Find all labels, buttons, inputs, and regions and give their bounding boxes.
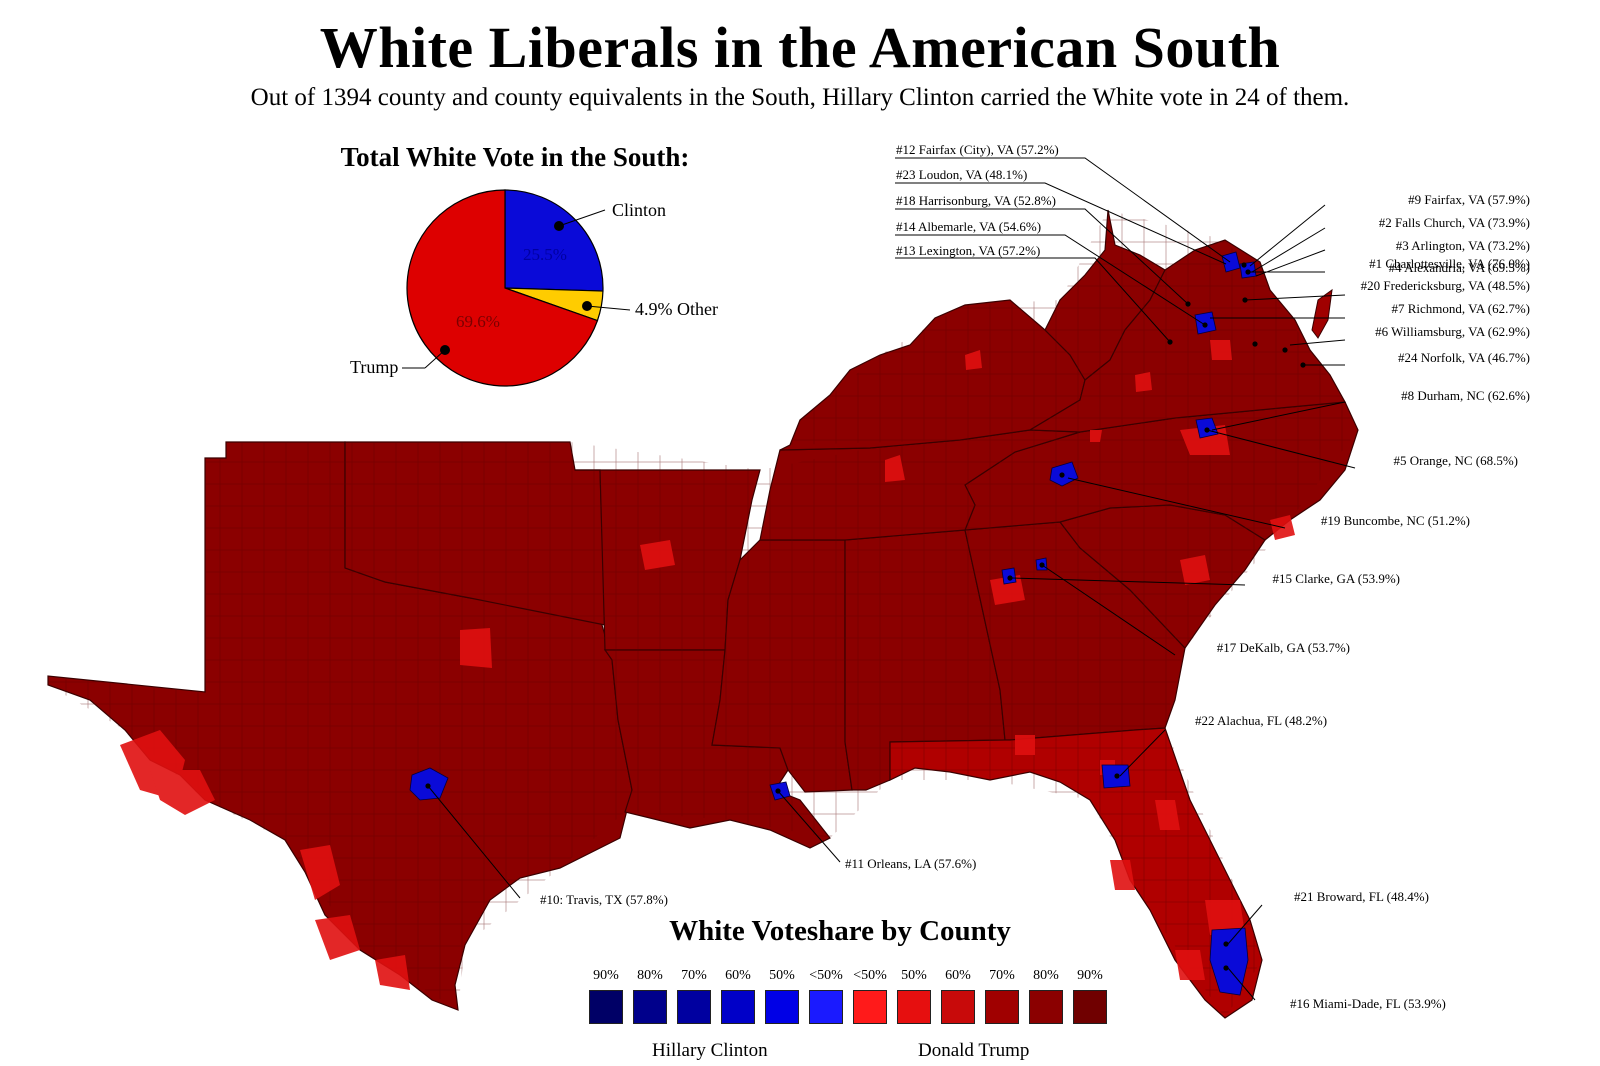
label-24: #24 Norfolk, VA (46.7%) — [1398, 350, 1530, 365]
county-miami-dade-broward — [1209, 927, 1249, 996]
label-16: #16 Miami-Dade, FL (53.9%) — [1290, 996, 1446, 1011]
label-23: #23 Loudon, VA (48.1%) — [896, 167, 1027, 182]
pie-trump-label: Trump — [350, 357, 398, 377]
legend-swatch — [985, 990, 1019, 1024]
state-virginia-eastern-shore — [1311, 288, 1333, 339]
label-8: #8 Durham, NC (62.6%) — [1401, 388, 1530, 403]
label-1: #1 Charlottesville, VA (76.0%) — [1369, 256, 1530, 271]
legend-clinton-label: Hillary Clinton — [652, 1040, 768, 1061]
legend-swatch-label: 90% — [1077, 968, 1103, 983]
label-11: #11 Orleans, LA (57.6%) — [845, 856, 976, 871]
legend-swatch-label: <50% — [809, 968, 843, 983]
legend-swatch — [1029, 990, 1063, 1024]
legend-swatch — [677, 990, 711, 1024]
legend-swatch-label: 80% — [1033, 968, 1059, 983]
legend-title: White Voteshare by County — [669, 915, 1011, 947]
legend-swatch-label: 60% — [945, 968, 971, 983]
label-17: #17 DeKalb, GA (53.7%) — [1217, 640, 1350, 655]
page-subtitle: Out of 1394 county and county equivalent… — [250, 84, 1350, 111]
pie-leader-lines — [402, 209, 631, 369]
label-4: #4 Alexandria, VA (69.5%) — [1389, 260, 1530, 275]
legend-swatch-label: 70% — [989, 968, 1015, 983]
pie-slice-clinton — [504, 189, 604, 292]
pie-slice-trump — [406, 189, 599, 387]
label-21: #21 Broward, FL (48.4%) — [1294, 889, 1429, 904]
legend-swatches: 90% 80% 70% 60% 50% <50% <50% 50% 60% 70% 80% 90% — [589, 968, 1119, 1024]
label-20: #20 Fredericksburg, VA (48.5%) — [1361, 278, 1530, 293]
label-13: #13 Lexington, VA (57.2%) — [896, 243, 1040, 258]
callout-labels: #12 Fairfax (City), VA (57.2%) #23 Loudo… — [540, 142, 1530, 1011]
pie-chart — [406, 189, 604, 387]
legend-swatch-label: 50% — [769, 968, 795, 983]
legend-swatch — [1073, 990, 1107, 1024]
label-14: #14 Albemarle, VA (54.6%) — [896, 219, 1041, 234]
label-6: #6 Williamsburg, VA (62.9%) — [1375, 324, 1530, 339]
legend-swatch-label: 80% — [637, 968, 663, 983]
legend-trump-label: Donald Trump — [918, 1040, 1030, 1061]
legend-swatch-label: <50% — [853, 968, 887, 983]
county-fairfax — [1221, 251, 1241, 273]
legend-swatch — [897, 990, 931, 1024]
pie-trump-pct: 69.6% — [456, 312, 500, 331]
legend-swatch-label: 60% — [725, 968, 751, 983]
label-19: #19 Buncombe, NC (51.2%) — [1321, 513, 1470, 528]
label-9: #9 Fairfax, VA (57.9%) — [1408, 192, 1530, 207]
legend-swatch-label: 70% — [681, 968, 707, 983]
legend-swatch — [809, 990, 843, 1024]
pie-clinton-pct: 25.5% — [523, 245, 567, 264]
label-18: #18 Harrisonburg, VA (52.8%) — [896, 193, 1056, 208]
label-5: #5 Orange, NC (68.5%) — [1393, 453, 1518, 468]
label-15: #15 Clarke, GA (53.9%) — [1273, 571, 1400, 586]
label-2: #2 Falls Church, VA (73.9%) — [1379, 215, 1530, 230]
label-12: #12 Fairfax (City), VA (57.2%) — [896, 142, 1059, 157]
legend-swatch-label: 50% — [901, 968, 927, 983]
pie-title: Total White Vote in the South: — [340, 142, 690, 172]
legend-swatch — [765, 990, 799, 1024]
page-title: White Liberals in the American South — [319, 15, 1281, 80]
label-10: #10: Travis, TX (57.8%) — [540, 892, 668, 907]
legend-swatch — [633, 990, 667, 1024]
label-3: #3 Arlington, VA (73.2%) — [1396, 238, 1530, 253]
pie-clinton-label: Clinton — [612, 200, 666, 220]
legend-swatch — [589, 990, 623, 1024]
pie-other-label: 4.9% Other — [635, 299, 718, 319]
legend-swatch — [721, 990, 755, 1024]
legend-swatch — [853, 990, 887, 1024]
callout-lines — [427, 157, 1356, 1001]
legend-swatch — [941, 990, 975, 1024]
county-dots — [425, 262, 1306, 971]
legend-swatch-label: 90% — [593, 968, 619, 983]
label-7: #7 Richmond, VA (62.7%) — [1391, 301, 1530, 316]
label-22: #22 Alachua, FL (48.2%) — [1195, 713, 1327, 728]
